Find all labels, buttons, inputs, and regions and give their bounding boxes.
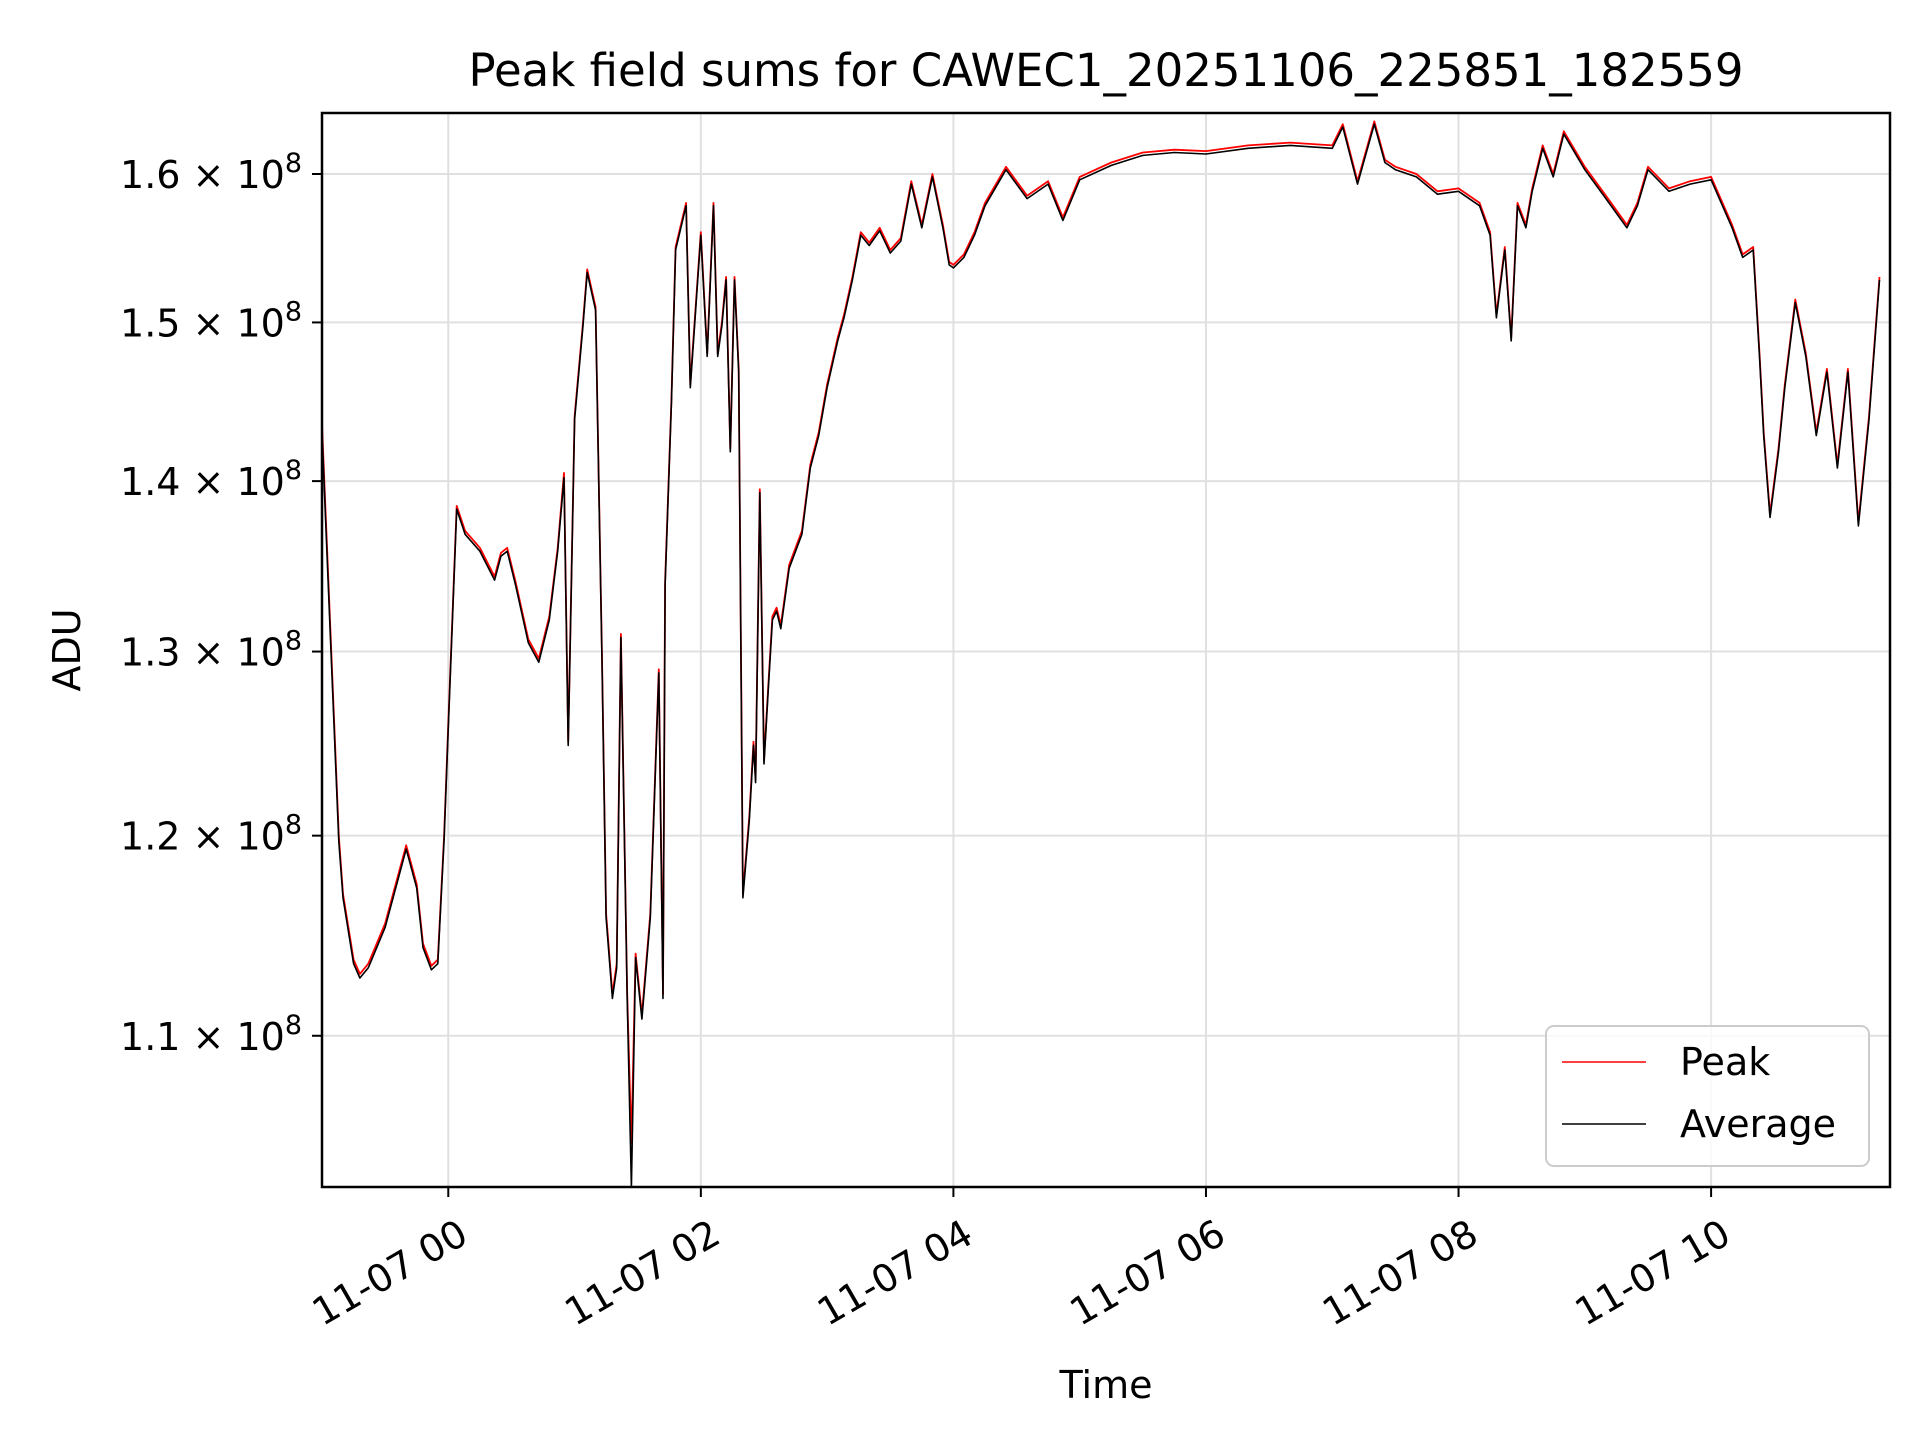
x-axis-label: Time — [1059, 1363, 1153, 1407]
y-tick-label: 1.6 × 108 — [120, 148, 302, 197]
y-tick-label: 1.2 × 108 — [120, 810, 302, 859]
y-tick-label: 1.1 × 108 — [120, 1010, 302, 1059]
y-tick-label: 1.3 × 108 — [120, 626, 302, 675]
plot-frame — [320, 111, 1892, 1189]
series-lines — [321, 120, 1881, 1188]
y-tick-label: 1.4 × 108 — [120, 455, 302, 504]
legend-box — [1545, 1025, 1870, 1167]
grid — [322, 113, 1890, 1187]
legend-label-peak: Peak — [1680, 1040, 1770, 1084]
y-axis-ticks: 1.1 × 108 1.2 × 108 1.3 × 108 1.4 × 108 1.5 … — [120, 148, 322, 1059]
series-line-average — [321, 123, 1881, 1188]
legend: Peak Average — [1545, 1025, 1870, 1167]
y-axis-label: ADU — [45, 608, 89, 691]
legend-label-average: Average — [1680, 1102, 1836, 1146]
chart-title: Peak field sums for CAWEC1_20251106_2258… — [468, 44, 1743, 97]
y-tick-label: 1.5 × 108 — [120, 296, 302, 345]
